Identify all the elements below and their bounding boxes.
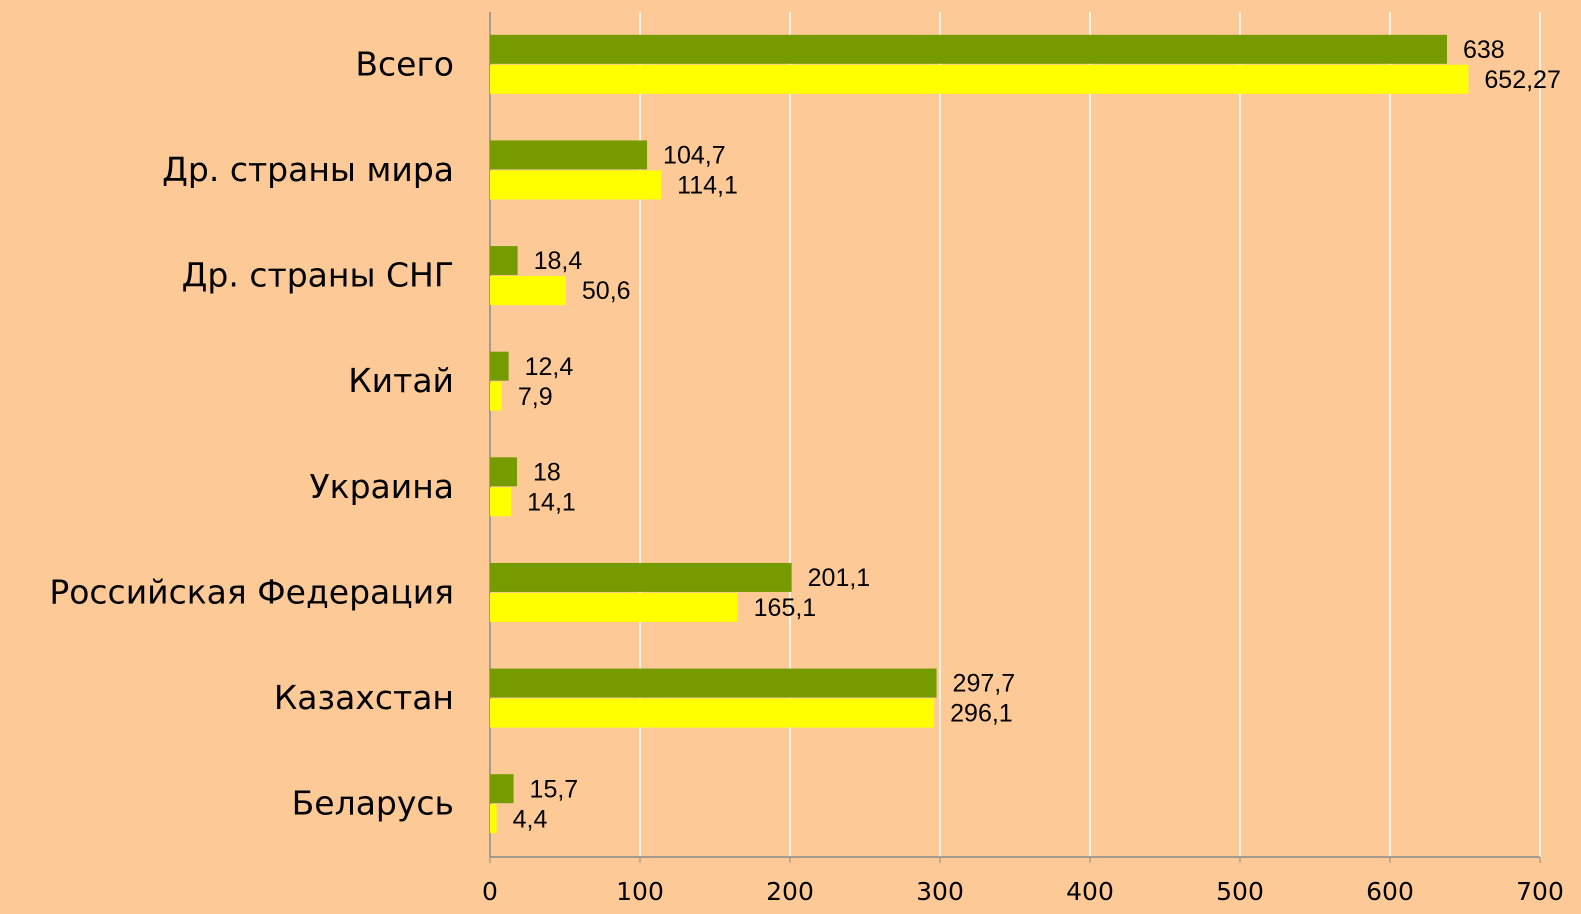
category-label: Др. страны СНГ [182, 256, 454, 295]
x-tick-label: 400 [1066, 877, 1114, 906]
bar [490, 34, 1447, 64]
bar [490, 774, 514, 804]
value-label: 18,4 [534, 247, 583, 275]
value-label: 4,4 [513, 805, 548, 833]
x-tick-label: 600 [1366, 877, 1414, 906]
bar [490, 668, 937, 698]
category-label: Украина [310, 467, 454, 506]
value-label: 114,1 [677, 172, 738, 200]
x-tick-label: 100 [616, 877, 664, 906]
category-label: Беларусь [292, 784, 454, 823]
bar [490, 276, 566, 306]
value-label: 18 [533, 458, 561, 486]
bar [490, 351, 509, 381]
bar [490, 562, 792, 592]
bar [490, 64, 1469, 94]
value-label: 652,27 [1484, 66, 1560, 94]
bar [490, 381, 502, 411]
value-label: 50,6 [582, 277, 631, 305]
category-label: Всего [355, 44, 454, 83]
x-tick-label: 700 [1516, 877, 1564, 906]
value-label: 12,4 [525, 353, 574, 381]
bar [490, 804, 497, 834]
x-tick-label: 500 [1216, 877, 1264, 906]
bar [490, 698, 935, 728]
value-label: 296,1 [950, 700, 1013, 728]
bar [490, 246, 518, 276]
x-tick-label: 300 [916, 877, 964, 906]
bar [490, 170, 662, 200]
bar [490, 487, 512, 517]
bar [490, 457, 517, 487]
value-label: 14,1 [527, 488, 576, 516]
value-label: 297,7 [953, 670, 1016, 698]
value-label: 15,7 [530, 775, 579, 803]
value-label: 7,9 [518, 383, 553, 411]
x-tick-label: 200 [766, 877, 814, 906]
bar [490, 592, 738, 622]
category-label: Др. страны мира [162, 150, 454, 189]
category-label: Казахстан [274, 678, 454, 717]
x-tick-label: 0 [482, 877, 498, 906]
bar [490, 140, 648, 170]
category-label: Российская Федерация [49, 572, 454, 611]
value-label: 638 [1463, 36, 1505, 64]
value-label: 165,1 [754, 594, 817, 622]
category-label: Китай [348, 361, 454, 400]
value-label: 104,7 [663, 142, 726, 170]
value-label: 201,1 [808, 564, 871, 592]
